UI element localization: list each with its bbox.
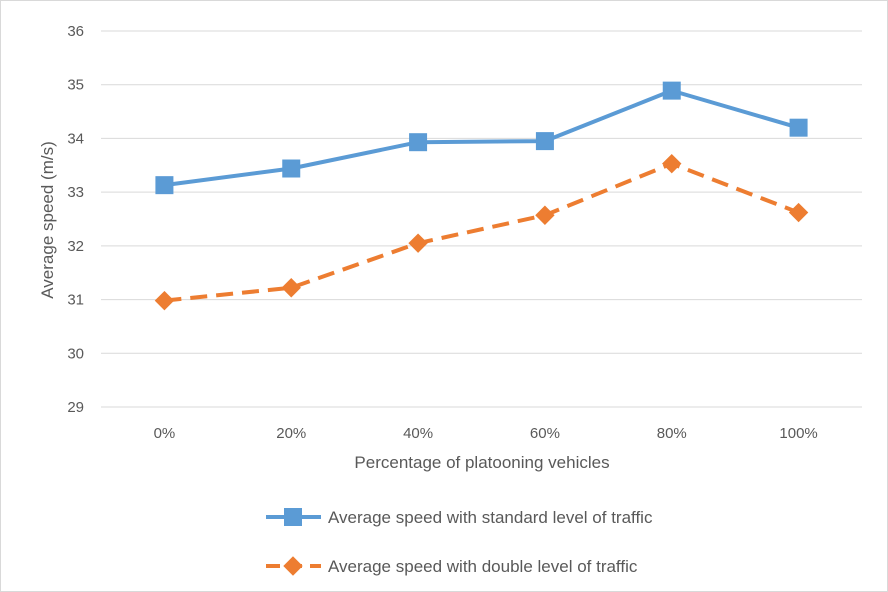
legend-label: Average speed with double level of traff… (328, 557, 638, 576)
x-tick-label: 0% (154, 425, 176, 442)
legend-diamond-marker (283, 556, 303, 576)
data-point-series-1 (282, 159, 301, 178)
data-point-series-1 (789, 118, 808, 137)
series-lines (162, 88, 801, 303)
legend-label: Average speed with standard level of tra… (328, 508, 653, 527)
x-tick-label: 100% (779, 425, 817, 442)
y-tick-label: 31 (67, 292, 84, 309)
data-point-series-2 (281, 278, 301, 298)
legend: Average speed with standard level of tra… (266, 508, 653, 576)
data-point-series-2 (154, 290, 175, 311)
series-line-2 (164, 161, 800, 303)
x-axis-title: Percentage of platooning vehicles (354, 453, 609, 472)
x-tick-label: 80% (657, 425, 687, 442)
data-point-series-1 (662, 81, 681, 100)
series-markers (154, 81, 809, 311)
series-line-1 (162, 88, 801, 188)
legend-item-1: Average speed with standard level of tra… (266, 508, 653, 527)
data-point-series-2 (408, 233, 428, 253)
y-axis-title: Average speed (m/s) (38, 141, 57, 298)
y-tick-label: 35 (67, 77, 84, 94)
legend-item-2: Average speed with double level of traff… (266, 556, 638, 576)
data-point-series-1 (155, 176, 174, 195)
y-tick-label: 33 (67, 184, 84, 201)
y-tick-label: 30 (67, 345, 84, 362)
data-point-series-1 (409, 133, 428, 152)
gridlines (101, 30, 862, 408)
data-point-series-2 (788, 202, 809, 223)
y-axis-tick-labels: 29 30 31 32 33 34 35 36 (67, 23, 84, 416)
data-point-series-1 (535, 132, 554, 151)
y-tick-label: 29 (67, 399, 84, 416)
x-tick-label: 20% (276, 425, 306, 442)
y-tick-label: 32 (67, 238, 84, 255)
y-tick-label: 36 (67, 23, 84, 40)
y-tick-label: 34 (67, 130, 84, 147)
x-tick-label: 40% (403, 425, 433, 442)
data-point-series-2 (535, 205, 555, 225)
legend-square-marker (284, 508, 302, 526)
x-axis-tick-labels: 0% 20% 40% 60% 80% 100% (154, 425, 818, 442)
x-tick-label: 60% (530, 425, 560, 442)
data-point-series-2 (662, 153, 682, 174)
